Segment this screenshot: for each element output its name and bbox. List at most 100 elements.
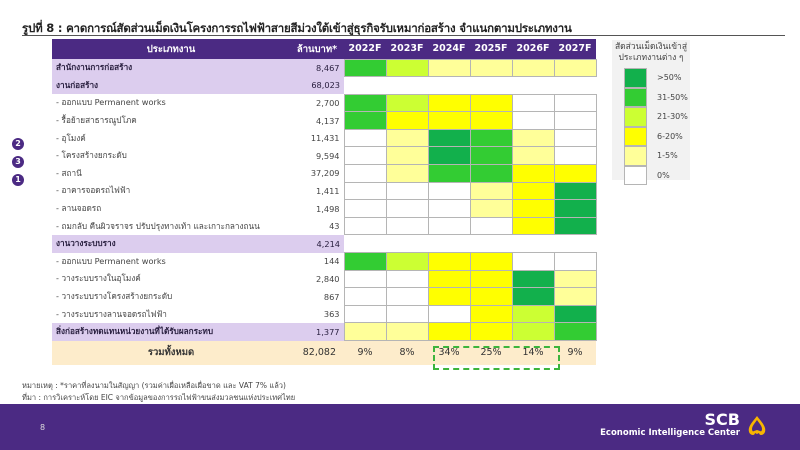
row-value: 1,377 <box>290 322 344 341</box>
row-label: - ออกแบบ Permanent works <box>56 255 166 266</box>
heat-cell <box>511 128 555 148</box>
heat-cell <box>511 322 555 341</box>
heat-cell <box>343 216 387 236</box>
heat-cell <box>511 58 555 78</box>
heat-cell <box>343 287 387 306</box>
header-year: 2023F <box>386 39 428 59</box>
table-row: - โครงสร้างยกระดับ 9,594 <box>52 146 597 166</box>
page-number: 8 <box>40 423 46 432</box>
heat-cell <box>427 304 471 324</box>
row-value: 37,209 <box>310 168 340 179</box>
row-label: - ลานจอดรถ <box>56 203 102 214</box>
legend-label: 1-5% <box>657 151 678 161</box>
legend-label: 6-20% <box>657 131 683 141</box>
heat-cell <box>553 322 597 341</box>
table-row: - วางระบบรางลานจอดรถไฟฟ้า 363 <box>52 304 597 324</box>
legend-item: 31-50% <box>612 87 690 107</box>
heat-cell <box>469 58 513 78</box>
heat-cell <box>385 287 429 306</box>
heat-cell <box>511 269 555 289</box>
heat-cell <box>343 111 387 130</box>
heat-cell <box>553 58 597 78</box>
row-value: 144 <box>323 256 340 267</box>
heat-cell <box>553 216 597 236</box>
heat-cell <box>385 128 429 148</box>
rank-badge-2: 2 <box>12 138 24 150</box>
legend-swatch <box>624 165 647 185</box>
legend-swatch <box>624 87 647 107</box>
legend-list: >50% 31-50% 21-30% 6-20% 1-5% 0% <box>612 68 690 185</box>
legend-item: 1-5% <box>612 146 690 166</box>
heat-cell <box>427 252 471 271</box>
row-value: 2,840 <box>316 273 340 284</box>
heat-cell <box>427 216 471 236</box>
heat-cell <box>511 111 555 130</box>
heat-cell <box>553 269 597 289</box>
heat-cell <box>385 322 429 341</box>
group-row: สำนักงานการก่อสร้าง 8,467 <box>52 58 597 78</box>
row-label: - วางระบบรางในอุโมงค์ <box>56 273 141 284</box>
heatmap-table: ประเภทงาน ล้านบาท* 2022F 2023F 2024F 202… <box>52 39 597 365</box>
legend-label: >50% <box>657 73 682 83</box>
row-label: - วางระบบรางโครงสร้างยกระดับ <box>56 291 173 302</box>
heat-cell <box>469 128 513 148</box>
legend-title-line1: สัดส่วนเม็ดเงินเข้าสู่ <box>614 42 688 52</box>
heat-cell <box>385 304 429 324</box>
legend-item: 21-30% <box>612 107 690 127</box>
heat-cell <box>553 287 597 306</box>
row-label: - โครงสร้างยกระดับ <box>56 150 127 161</box>
blank-cell <box>386 76 428 95</box>
row-value: 4,214 <box>290 234 344 253</box>
heat-cell <box>343 128 387 148</box>
heat-cell <box>427 58 471 78</box>
table-row: - วางระบบรางโครงสร้างยกระดับ 867 <box>52 287 597 306</box>
blank-cell <box>554 234 596 253</box>
row-label: - ถมกลับ คืนผิวจราจร ปรับปรุงทางเท้า และ… <box>56 220 260 231</box>
footer-bar: 8 SCB Economic Intelligence Center <box>0 404 800 450</box>
brand: SCB Economic Intelligence Center <box>600 412 740 439</box>
row-value: 11,431 <box>310 133 340 144</box>
heat-cell <box>469 287 513 306</box>
heat-cell <box>553 111 597 130</box>
brand-name: SCB <box>704 410 740 429</box>
row-value: 68,023 <box>290 76 344 95</box>
heat-cell <box>385 181 429 201</box>
total-share: 9% <box>554 340 596 365</box>
heat-cell <box>343 199 387 218</box>
heat-cell <box>511 287 555 306</box>
heat-cell <box>469 146 513 166</box>
heat-cell <box>427 93 471 113</box>
heat-cell <box>427 287 471 306</box>
heat-cell <box>343 269 387 289</box>
header-year: 2027F <box>554 39 596 59</box>
blank-cell <box>470 76 512 95</box>
table-row: - วางระบบรางในอุโมงค์ 2,840 <box>52 269 597 289</box>
heat-cell <box>385 93 429 113</box>
heat-cell <box>553 181 597 201</box>
heat-cell <box>385 164 429 183</box>
heat-cell <box>427 269 471 289</box>
heat-cell <box>469 322 513 341</box>
heat-cell <box>469 181 513 201</box>
heat-cell <box>343 304 387 324</box>
header-year: 2022F <box>344 39 386 59</box>
footnote: หมายเหตุ : *ราคาที่ลงนามในสัญญา (รวมค่าเ… <box>22 381 286 390</box>
row-value: 8,467 <box>290 59 344 77</box>
heat-cell <box>385 199 429 218</box>
heat-cell <box>343 322 387 341</box>
row-label: - รื้อย้ายสาธารณูปโภค <box>56 115 137 126</box>
total-share: 34% <box>428 340 470 365</box>
heat-cell <box>553 128 597 148</box>
heat-cell <box>385 252 429 271</box>
row-label: งานวางระบบราง <box>52 234 290 253</box>
total-value: 82,082 <box>290 340 344 365</box>
heat-cell <box>511 304 555 324</box>
legend-label: 21-30% <box>657 112 688 122</box>
blank-cell <box>344 76 386 95</box>
heat-cell <box>343 58 387 78</box>
row-label: - สถานี <box>56 167 82 178</box>
rank-badge-3: 3 <box>12 156 24 168</box>
table-row: - ออกแบบ Permanent works 2,700 <box>52 93 597 113</box>
heat-cell <box>469 111 513 130</box>
source-note: ที่มา : การวิเคราะห์โดย EIC จากข้อมูลของ… <box>22 393 296 402</box>
